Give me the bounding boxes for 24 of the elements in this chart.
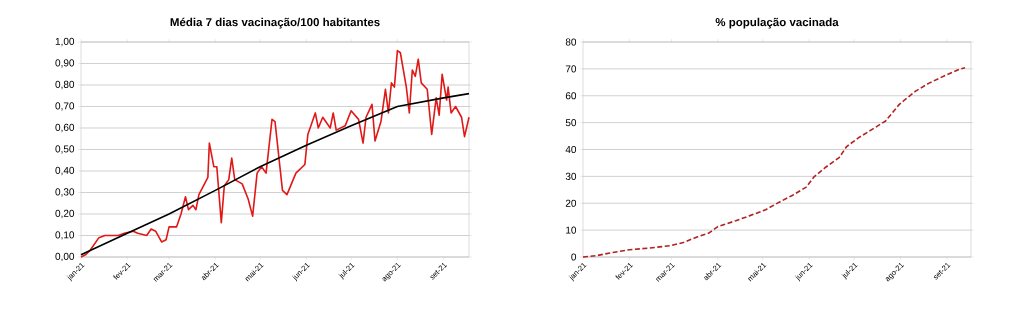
y-tick-label: 0,40 (55, 166, 75, 176)
y-tick-label: 0,80 (55, 80, 75, 90)
y-tick-label: 30 (565, 172, 577, 180)
y-tick-label: 0,00 (55, 252, 75, 262)
y-tick-label: 20 (565, 199, 577, 207)
chart-title: % população vacinada (715, 17, 839, 29)
y-tick-label: 60 (565, 92, 577, 100)
line-series (80, 92, 470, 256)
y-tick-label: 0,10 (55, 231, 75, 240)
y-tick-label: 10 (566, 226, 577, 234)
y-tick-label: 50 (565, 119, 577, 127)
chart-title: Média 7 dias vacinação/100 habitantes (170, 17, 380, 29)
line-series (582, 67, 966, 258)
y-tick-label: 1,00 (55, 37, 75, 47)
y-tick-label: 40 (565, 145, 577, 154)
y-tick-label: 0,70 (55, 102, 75, 111)
y-tick-label: 0,50 (55, 145, 75, 154)
y-tick-label: 0,90 (55, 59, 75, 68)
y-tick-label: 0 (571, 253, 577, 261)
y-tick-label: 0,30 (55, 188, 75, 197)
y-tick-label: 0,60 (55, 123, 75, 133)
y-tick-label: 0,20 (55, 209, 75, 219)
y-tick-label: 70 (565, 65, 577, 73)
y-tick-label: 80 (565, 38, 577, 46)
